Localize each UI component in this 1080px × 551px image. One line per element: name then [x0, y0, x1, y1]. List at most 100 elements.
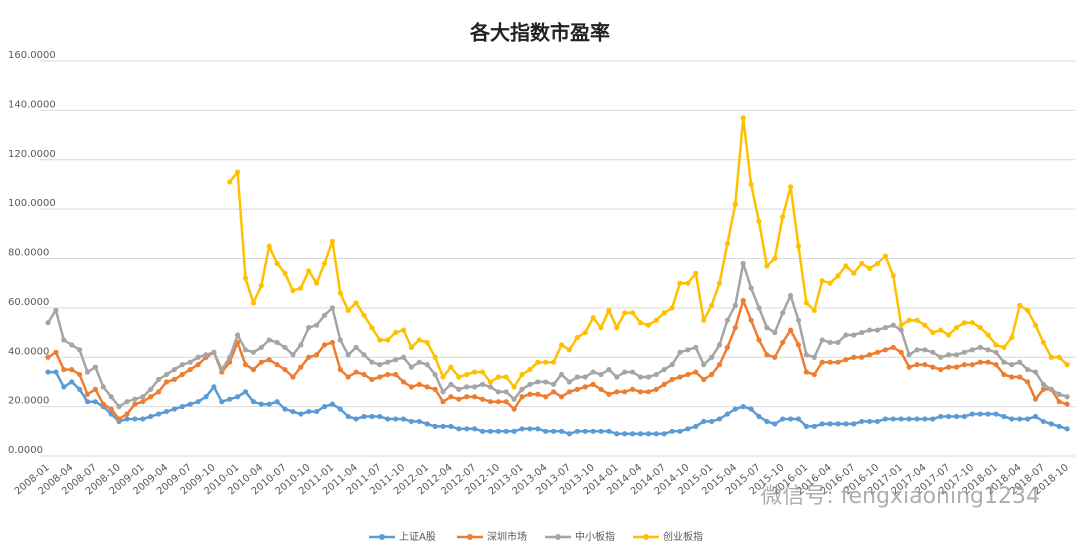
data-point — [788, 292, 794, 299]
data-point — [669, 376, 675, 383]
data-point — [345, 374, 351, 380]
data-point — [377, 413, 383, 420]
data-point — [456, 396, 462, 402]
data-point — [132, 416, 138, 422]
data-point — [606, 391, 612, 397]
data-point — [906, 364, 912, 370]
data-point — [1032, 396, 1039, 402]
data-point — [527, 426, 533, 432]
data-point — [393, 357, 399, 363]
data-point — [685, 426, 691, 432]
data-point — [487, 399, 493, 405]
data-point — [535, 359, 541, 365]
y-tick-label: 160.0000 — [8, 50, 56, 61]
data-point — [606, 428, 612, 434]
data-point — [898, 322, 904, 328]
data-point — [361, 413, 367, 420]
data-point — [961, 413, 968, 420]
data-point — [930, 329, 936, 336]
data-point — [321, 342, 328, 348]
data-point — [985, 347, 991, 353]
data-point — [519, 426, 525, 432]
data-point — [922, 362, 928, 368]
data-point — [645, 389, 652, 395]
data-point — [195, 399, 201, 405]
data-point — [574, 428, 580, 434]
data-point — [851, 332, 857, 338]
data-point — [756, 305, 762, 311]
data-point — [321, 260, 328, 267]
data-point — [1009, 416, 1015, 422]
data-point — [464, 426, 470, 432]
data-point — [84, 391, 91, 397]
data-point — [298, 411, 304, 417]
data-point — [108, 394, 114, 400]
data-point — [574, 374, 580, 380]
data-point — [258, 344, 264, 350]
data-point — [922, 347, 928, 353]
data-point — [124, 399, 130, 405]
data-point — [693, 270, 699, 276]
data-point — [495, 428, 501, 434]
data-point — [1025, 366, 1031, 373]
legend-marker — [379, 534, 385, 540]
data-point — [385, 337, 391, 343]
data-point — [835, 359, 841, 365]
data-point — [898, 327, 904, 333]
data-point — [890, 416, 896, 422]
data-point — [827, 359, 833, 365]
data-point — [408, 418, 414, 425]
data-point — [677, 374, 683, 380]
data-point — [788, 416, 794, 422]
data-point — [630, 310, 636, 316]
data-point — [701, 362, 707, 368]
data-point — [906, 317, 912, 323]
data-point — [92, 386, 98, 392]
data-point — [709, 354, 715, 360]
data-point — [614, 374, 620, 380]
data-point — [132, 401, 138, 407]
legend-marker — [467, 534, 473, 540]
data-point — [685, 347, 691, 353]
data-point — [827, 280, 833, 286]
data-point — [408, 364, 414, 370]
chart-title: 各大指数市盈率 — [469, 21, 610, 45]
data-point — [653, 431, 659, 437]
data-point — [669, 362, 675, 368]
data-point — [45, 369, 51, 375]
data-point — [337, 406, 343, 412]
data-point — [156, 389, 162, 395]
data-point — [1009, 374, 1015, 380]
data-point — [827, 339, 833, 346]
legend-label: 深圳市场 — [487, 530, 527, 543]
data-point — [306, 268, 312, 274]
data-point — [495, 399, 501, 405]
data-point — [306, 354, 312, 360]
data-point — [598, 371, 604, 378]
data-point — [519, 371, 525, 378]
data-point — [400, 354, 407, 360]
data-point — [1017, 374, 1023, 380]
data-point — [116, 416, 122, 422]
legend-label: 上证A股 — [399, 531, 436, 543]
data-point — [353, 416, 359, 422]
data-point — [835, 421, 841, 427]
data-point — [732, 302, 738, 309]
y-tick-label: 60.0000 — [8, 297, 49, 308]
data-point — [227, 354, 233, 360]
data-point — [266, 243, 272, 249]
data-point — [764, 263, 770, 269]
data-point — [329, 401, 335, 407]
data-point — [298, 285, 304, 291]
data-point — [171, 406, 177, 412]
data-point — [732, 201, 738, 207]
data-point — [416, 418, 422, 425]
data-point — [819, 337, 825, 343]
data-point — [156, 411, 162, 417]
data-point — [306, 325, 312, 331]
data-point — [369, 413, 375, 420]
data-point — [1009, 362, 1015, 368]
data-point — [930, 416, 936, 422]
data-point — [622, 389, 628, 395]
data-point — [780, 310, 786, 316]
